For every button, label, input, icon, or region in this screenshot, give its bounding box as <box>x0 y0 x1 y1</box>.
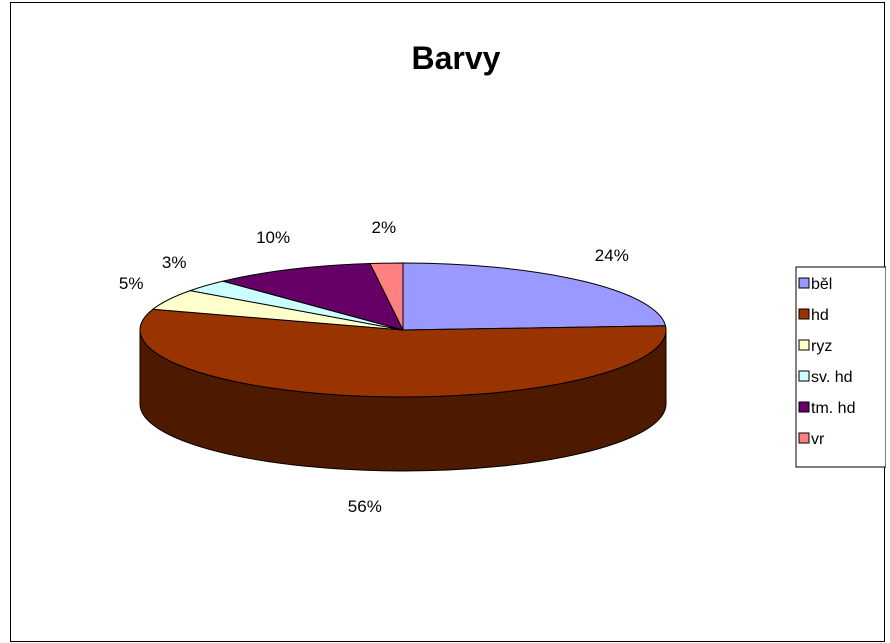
pie-group <box>139 262 667 472</box>
pct-label-sv-hd: 3% <box>162 253 187 272</box>
legend-label-tm-hd: tm. hd <box>811 400 855 417</box>
pct-label-b-l: 24% <box>595 246 629 265</box>
pct-label-ryz: 5% <box>119 274 144 293</box>
legend-label-b-l: běl <box>811 276 832 293</box>
pie-slice-hd <box>139 308 667 398</box>
pct-label-hd: 56% <box>348 497 382 516</box>
legend-swatch-ryz <box>798 339 810 351</box>
chart-title: Barvy <box>412 40 501 76</box>
pie-slice-tm-hd <box>222 263 404 331</box>
legend-swatch-b-l <box>798 277 810 289</box>
pct-label-vr: 2% <box>372 218 397 237</box>
percent-labels: 24% 56% 5% 3% 10% 2% <box>119 218 629 516</box>
pie-slice-vr <box>369 262 404 331</box>
legend-swatch-vr <box>798 432 810 444</box>
legend: běl hd ryz sv. hd tm. hd vr <box>795 266 886 468</box>
legend-label-vr: vr <box>811 431 825 448</box>
legend-box <box>795 266 886 468</box>
legend-swatch-tm-hd <box>798 401 810 413</box>
pie-slice-b-l <box>402 262 667 331</box>
legend-label-hd: hd <box>811 307 829 324</box>
legend-swatch-sv-hd <box>798 370 810 382</box>
legend-label-ryz: ryz <box>811 338 832 355</box>
chart-area: Barvy 24% 56% 5% 3% 10% 2% běl hd ryz sv. hd tm. … <box>10 2 886 642</box>
pct-label-tm-hd: 10% <box>256 228 290 247</box>
legend-swatch-hd <box>798 308 810 320</box>
legend-label-sv-hd: sv. hd <box>811 369 853 386</box>
pie-chart: Barvy 24% 56% 5% 3% 10% 2% běl hd ryz sv. hd tm. … <box>119 40 886 516</box>
